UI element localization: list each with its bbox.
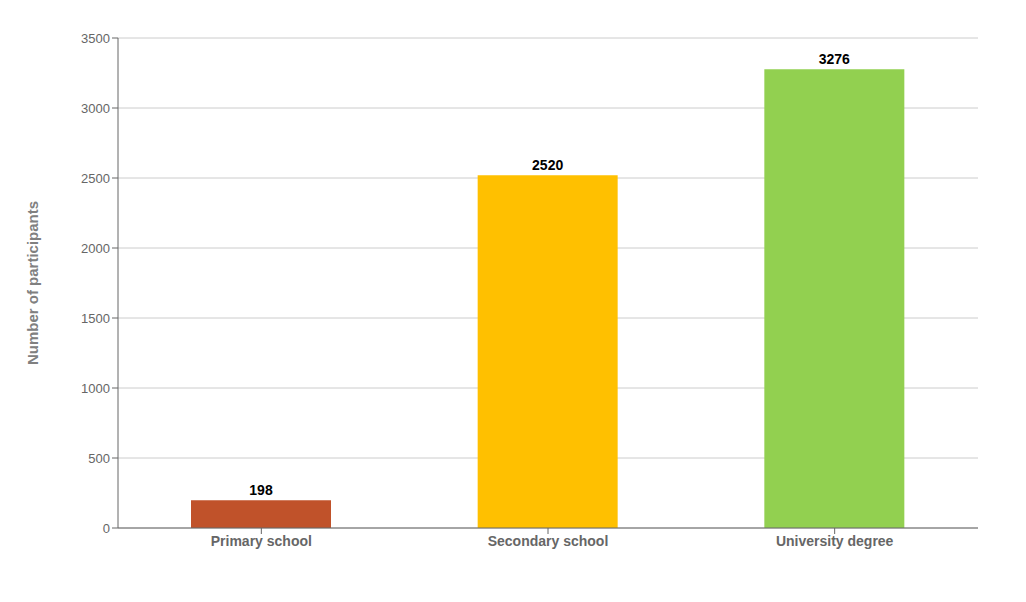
svg-text:2500: 2500 [81,171,110,186]
svg-text:Primary school: Primary school [211,533,312,549]
svg-text:University degree: University degree [776,533,894,549]
svg-text:3276: 3276 [819,51,850,67]
svg-text:500: 500 [88,451,110,466]
svg-text:Number of participants: Number of participants [24,201,41,365]
svg-text:0: 0 [103,521,110,536]
svg-text:3000: 3000 [81,101,110,116]
svg-text:Secondary school: Secondary school [488,533,609,549]
svg-text:2000: 2000 [81,241,110,256]
svg-text:2520: 2520 [532,157,563,173]
svg-text:198: 198 [249,482,273,498]
svg-text:3500: 3500 [81,31,110,46]
svg-text:1000: 1000 [81,381,110,396]
svg-text:1500: 1500 [81,311,110,326]
